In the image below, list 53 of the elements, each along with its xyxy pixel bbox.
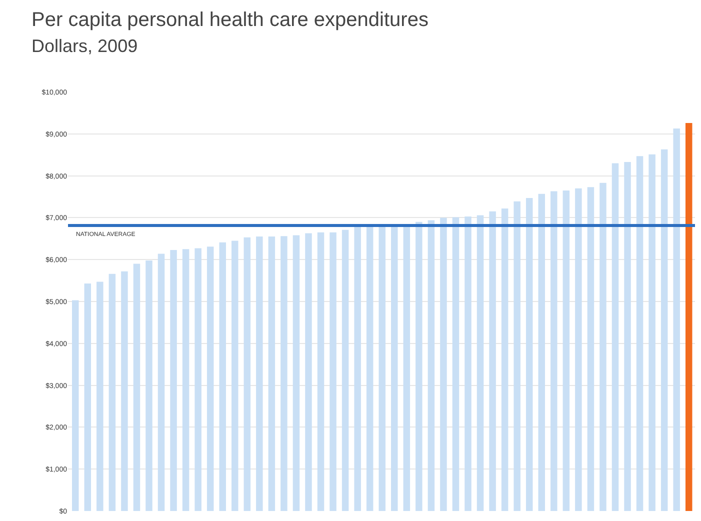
bar <box>476 215 484 511</box>
bar <box>600 182 606 511</box>
bar <box>108 274 116 511</box>
bar <box>538 194 545 511</box>
bar <box>342 230 349 511</box>
bar <box>292 235 300 511</box>
bar <box>378 226 386 511</box>
bar <box>232 240 238 511</box>
bar <box>96 282 104 511</box>
bar <box>575 188 582 511</box>
bar <box>440 218 447 511</box>
bar <box>464 216 472 511</box>
bar <box>366 226 374 511</box>
bar <box>660 149 668 511</box>
bar <box>317 232 324 511</box>
bar <box>587 187 594 511</box>
bar <box>84 283 92 511</box>
bar <box>452 217 460 511</box>
bar <box>550 191 558 511</box>
bar <box>305 233 312 511</box>
bar <box>121 271 128 511</box>
bar <box>526 198 533 511</box>
bar <box>428 220 435 511</box>
bar <box>170 250 177 511</box>
chart-subtitle: Dollars, 2009 <box>32 36 138 56</box>
bar <box>391 226 398 511</box>
bar <box>514 201 520 511</box>
bar <box>636 156 644 511</box>
bar <box>612 163 619 511</box>
bar <box>256 236 263 511</box>
bar <box>673 128 680 511</box>
chart-title: Per capita personal health care expenditures <box>32 9 428 32</box>
bar <box>685 123 692 511</box>
bar <box>280 236 288 511</box>
bar <box>158 254 165 511</box>
bar <box>244 237 251 511</box>
bar <box>403 225 410 511</box>
bar <box>72 300 79 511</box>
bar <box>562 190 570 511</box>
bar <box>206 246 214 511</box>
bar <box>501 208 508 511</box>
bar <box>489 211 496 511</box>
bar <box>182 249 190 511</box>
bar <box>268 236 276 511</box>
bar <box>330 232 336 511</box>
bar <box>624 162 631 511</box>
bar <box>354 226 361 511</box>
bar <box>133 264 140 511</box>
bar <box>194 248 202 511</box>
bar <box>416 222 422 511</box>
bar <box>146 260 152 511</box>
bar <box>219 242 226 511</box>
bar <box>648 154 656 511</box>
